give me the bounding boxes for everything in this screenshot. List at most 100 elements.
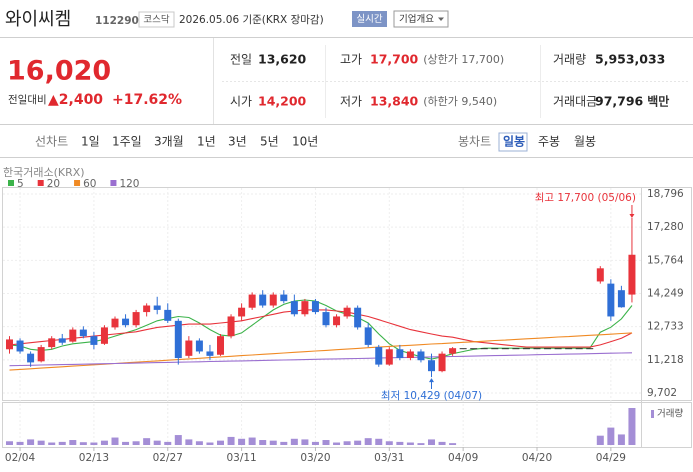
candle-body	[322, 312, 330, 326]
stat-label: 전일	[230, 53, 252, 67]
tab[interactable]: 일봉	[503, 135, 525, 149]
volume-bar	[153, 440, 161, 445]
tab[interactable]: 3개월	[154, 135, 184, 149]
candle-body	[269, 294, 277, 306]
candle-body	[195, 340, 203, 352]
tab[interactable]: 10년	[292, 135, 318, 149]
tab-group-label: 선차트	[35, 135, 68, 149]
realtime-badge[interactable]	[352, 11, 387, 27]
ma-line	[9, 309, 633, 348]
volume-bar	[227, 436, 235, 445]
plot: 9,702 11,218 12,733 14,249 15,764 17,280 18,79…	[3, 188, 684, 464]
volume-bar	[122, 441, 130, 445]
stat-note: (하한가 9,540)	[423, 94, 497, 108]
candle-body	[16, 340, 24, 352]
volume-bar	[48, 442, 56, 445]
company-info-button[interactable]	[393, 10, 449, 28]
realtime-label[interactable]: 실시간	[356, 14, 382, 25]
tab[interactable]: 1주일	[112, 135, 142, 149]
candle-body	[206, 351, 214, 356]
stat-value: 13,620	[258, 52, 307, 67]
candle-body	[174, 320, 182, 359]
candle-body	[575, 348, 583, 350]
candle-body	[79, 329, 87, 337]
x-tick-label: 03/11	[226, 452, 256, 464]
volume-frame	[2, 402, 692, 448]
x-tick-label: 03/20	[300, 452, 330, 464]
legend-swatch	[8, 180, 14, 186]
candle-body	[37, 347, 45, 362]
volume-bar	[90, 442, 98, 445]
candle-body	[6, 339, 13, 350]
change-percent: +17.62%	[112, 92, 182, 108]
volume-bar	[248, 437, 256, 445]
y-tick-label: 9,702	[647, 387, 677, 399]
candle-body	[554, 348, 562, 350]
volume-bar	[16, 441, 24, 445]
y-tick-label: 17,280	[647, 221, 684, 233]
candle-body	[617, 290, 625, 308]
base-date: 2026.05.06 기준(KRX 장마감)	[179, 14, 324, 26]
candle-body	[185, 340, 193, 356]
company-info-label[interactable]: 기업개요	[399, 13, 434, 25]
y-tick-label: 12,733	[647, 321, 684, 333]
volume-bar	[617, 434, 625, 445]
candle-body	[512, 348, 520, 350]
volume-bar	[6, 441, 13, 445]
price-frame	[2, 187, 692, 401]
x-tick-label: 04/20	[522, 452, 552, 464]
candle-body	[248, 294, 256, 308]
volume-bar	[290, 438, 298, 445]
tab[interactable]: 주봉	[538, 135, 560, 149]
change-label: 전일대비	[8, 93, 47, 106]
volume-bar	[311, 441, 319, 445]
tab[interactable]: 1년	[197, 135, 216, 149]
y-tick-label: 14,249	[647, 288, 684, 300]
volume-bar	[607, 427, 615, 445]
candle-body	[69, 329, 77, 342]
candle-body	[385, 349, 393, 365]
candle-body	[470, 348, 478, 350]
stat-value: 14,200	[258, 94, 307, 109]
candle-body	[375, 347, 383, 365]
stat-note: (상한가 17,700)	[423, 53, 504, 66]
legend-label: 5	[17, 178, 24, 190]
candle-body	[459, 348, 467, 350]
volume-bar	[143, 438, 151, 445]
volume-bar	[364, 438, 372, 445]
candle-body	[607, 283, 615, 317]
candle-body	[628, 254, 636, 295]
candle-body	[406, 351, 414, 359]
candle-body	[217, 336, 224, 355]
candle-body	[122, 318, 130, 326]
x-tick-label: 03/31	[374, 452, 404, 464]
volume-bar	[132, 441, 140, 445]
volume-bar	[269, 440, 277, 445]
tab[interactable]: 1일	[81, 135, 100, 149]
legend: 5 20 60 120	[8, 178, 139, 190]
volume-bar	[385, 441, 393, 445]
volume-bar	[280, 441, 288, 445]
volume-bar	[417, 443, 425, 445]
volume-bar	[596, 435, 604, 445]
legend-swatch	[37, 180, 44, 186]
low-arrowhead	[429, 378, 434, 383]
candle-body	[90, 336, 98, 345]
candle-body	[533, 348, 541, 350]
candle-body	[27, 353, 35, 363]
stat-label: 저가	[340, 95, 362, 109]
dropdown-arrow	[438, 17, 444, 21]
tab[interactable]: 5년	[260, 135, 279, 149]
volume-bar	[322, 440, 330, 445]
x-tick-label: 02/27	[153, 452, 183, 464]
candle-body	[227, 316, 235, 337]
tab[interactable]: 월봉	[574, 135, 596, 149]
volume-bar	[396, 441, 404, 445]
tab[interactable]: 3년	[228, 135, 247, 149]
volume-bar	[428, 439, 435, 445]
stat-label: 시가	[230, 95, 252, 109]
market-label: 코스닥	[143, 15, 169, 26]
candle-body	[596, 268, 604, 282]
volume-bar	[58, 441, 66, 445]
x-tick-label: 04/29	[596, 452, 626, 464]
